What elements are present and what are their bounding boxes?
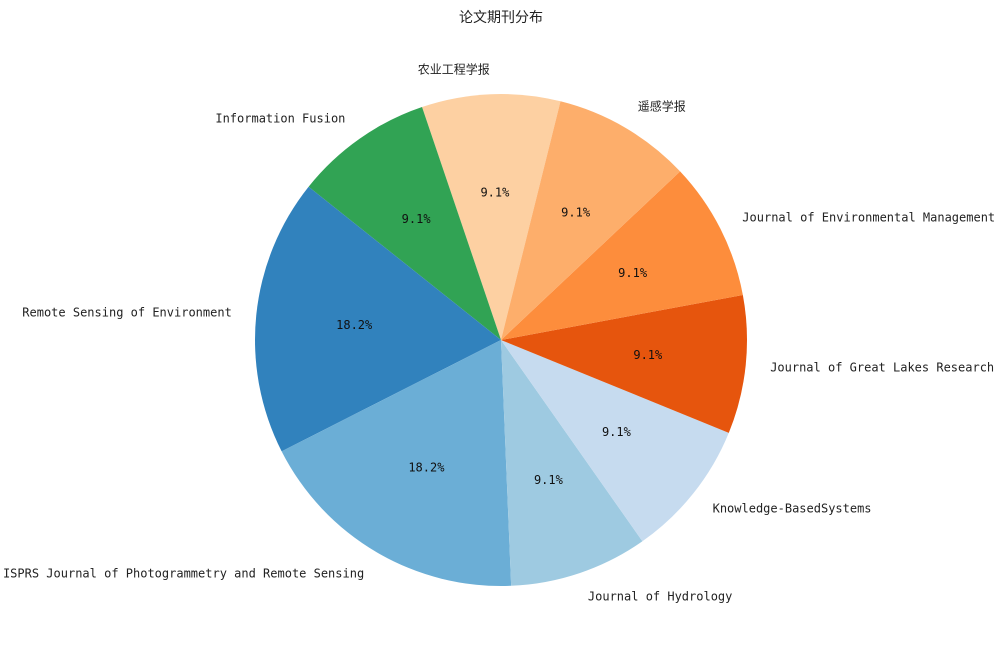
pie-slice-percent: 9.1% — [534, 473, 564, 487]
pie-slice — [422, 94, 561, 340]
pie-slice — [501, 340, 643, 586]
pie-slice-label: Journal of Hydrology — [588, 589, 733, 603]
pie-slice-label: Remote Sensing of Environment — [22, 306, 232, 320]
pie-slice-percent: 9.1% — [618, 266, 648, 280]
pie-slice-label: Information Fusion — [215, 112, 345, 126]
pie-slices — [255, 94, 748, 586]
pie-slice-label: 遥感学报 — [638, 99, 686, 114]
pie-slice — [501, 171, 743, 340]
pie-slice — [281, 340, 512, 586]
pie-slice-label: ISPRS Journal of Photogrammetry and Remo… — [3, 567, 364, 581]
pie-slice — [501, 101, 681, 340]
chart-title: 论文期刊分布 — [459, 10, 543, 26]
pie-slice-label: Journal of Environmental Management — [742, 211, 995, 225]
pie-slice — [308, 107, 501, 341]
pie-slice — [255, 186, 501, 452]
pie-slice-label: Knowledge-BasedSystems — [713, 502, 872, 516]
pie-slice-percent: 18.2% — [336, 318, 373, 332]
pie-slice-percent: 9.1% — [402, 212, 432, 226]
pie-slice-label: 农业工程学报 — [418, 62, 490, 77]
pie-slice-percent: 9.1% — [633, 348, 663, 362]
pie-category-labels: 农业工程学报 Information Fusion Remote Sensing o… — [3, 62, 995, 604]
pie-slice-percent: 18.2% — [408, 460, 445, 474]
pie-slice — [501, 294, 748, 433]
pie-percent-labels: 9.1% 9.1% 18.2% 18.2% 9.1% 9.1% 9.1% 9.1% 9.1% — [336, 186, 663, 487]
pie-slice-percent: 9.1% — [480, 186, 510, 200]
pie-slice — [501, 340, 729, 542]
pie-slice-label: Journal of Great Lakes Research — [770, 360, 994, 374]
pie-slice-percent: 9.1% — [561, 206, 591, 220]
pie-slice-percent: 9.1% — [602, 425, 632, 439]
